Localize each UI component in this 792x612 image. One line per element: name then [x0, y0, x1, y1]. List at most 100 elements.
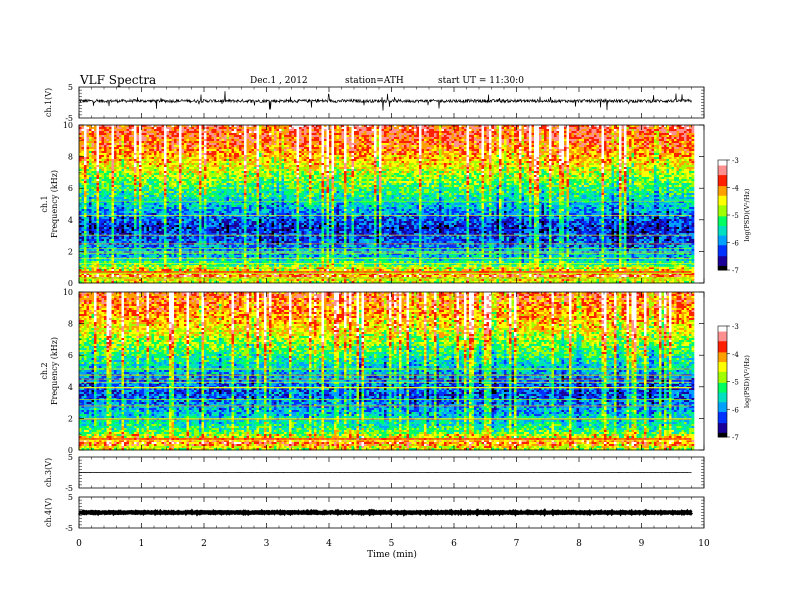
spectrogram-cell	[164, 185, 167, 187]
spectrogram-cell	[112, 269, 115, 271]
spectrogram-cell	[139, 183, 142, 185]
spectrogram-cell	[162, 151, 165, 153]
spectrogram-cell	[134, 167, 137, 169]
spectrogram-cell	[97, 187, 100, 189]
spectrogram-cell	[119, 219, 122, 221]
spectrogram-cell	[112, 137, 115, 139]
spectrogram-cell	[134, 193, 137, 195]
spectrogram-cell	[169, 185, 172, 187]
spectrogram-cell	[174, 275, 177, 277]
spectrogram-cell	[99, 279, 102, 281]
spectrogram-cell	[164, 175, 167, 177]
spectrogram-cell	[104, 141, 107, 143]
spectrogram-cell	[154, 259, 157, 261]
spectrogram-cell	[162, 127, 165, 129]
spectrogram-cell	[107, 137, 110, 139]
spectrogram-cell	[144, 131, 147, 133]
spectrogram-cell	[157, 175, 160, 177]
spectrogram-cell	[87, 161, 90, 163]
spectrogram-cell	[159, 193, 162, 195]
spectrogram-cell	[129, 157, 132, 159]
spectrogram-cell	[137, 207, 140, 209]
spectrogram-cell	[144, 165, 147, 167]
spectrogram-cell	[142, 143, 145, 145]
spectrogram-cell	[112, 159, 115, 161]
spectrogram-cell	[99, 193, 102, 195]
spectrogram-cell	[114, 221, 117, 223]
spectrogram-cell	[124, 223, 127, 225]
spectrogram-cell	[92, 133, 95, 135]
spectrogram-cell	[97, 203, 100, 205]
spectrogram-cell	[144, 135, 147, 137]
spectrogram-cell	[164, 133, 167, 135]
spectrogram-cell	[139, 167, 142, 169]
spectrogram-cell	[124, 133, 127, 135]
spectrogram-cell	[169, 161, 172, 163]
spectrogram-cell	[167, 165, 170, 167]
spectrogram-cell	[92, 225, 95, 227]
spectrogram-cell	[89, 169, 92, 171]
spectrogram-cell	[152, 203, 155, 205]
spectrogram-cell	[177, 145, 180, 147]
spectrogram-cell	[114, 249, 117, 251]
spectrogram-cell	[107, 231, 110, 233]
spectrogram-cell	[124, 147, 127, 149]
spectrogram-cell	[82, 275, 85, 277]
spectrogram-cell	[174, 127, 177, 129]
spectrogram-cell	[134, 143, 137, 145]
spectrogram-cell	[144, 139, 147, 141]
spectrogram-cell	[159, 141, 162, 143]
spectrogram-cell	[112, 153, 115, 155]
spectrogram-cell	[79, 175, 82, 177]
spectrogram-cell	[147, 279, 150, 281]
spectrogram-cell	[167, 269, 170, 271]
spectrogram-cell	[172, 207, 175, 209]
spectrogram-cell	[87, 129, 90, 131]
spectrogram-cell	[117, 221, 120, 223]
spectrogram-cell	[172, 259, 175, 261]
spectrogram-cell	[137, 167, 140, 169]
spectrogram-cell	[154, 181, 157, 183]
spectrogram-cell	[82, 161, 85, 163]
spectrogram-cell	[164, 143, 167, 145]
spectrogram-cell	[172, 219, 175, 221]
spectrogram-cell	[127, 183, 130, 185]
spectrogram-cell	[147, 237, 150, 239]
spectrogram-cell	[172, 153, 175, 155]
spectrogram-cell	[149, 217, 152, 219]
spectrogram-cell	[172, 245, 175, 247]
spectrogram-cell	[167, 163, 170, 165]
spectrogram-cell	[144, 225, 147, 227]
spectrogram-cell	[147, 165, 150, 167]
spectrogram-cell	[122, 141, 125, 143]
spectrogram-cell	[132, 279, 135, 281]
spectrogram-cell	[92, 177, 95, 179]
spectrogram-cell	[109, 137, 112, 139]
spectrogram-cell	[134, 261, 137, 263]
spectrogram-cell	[157, 279, 160, 281]
spectrogram-cell	[147, 227, 150, 229]
spectrogram-cell	[124, 259, 127, 261]
spectrogram-cell	[159, 275, 162, 277]
spectrogram-cell	[162, 245, 165, 247]
spectrogram-cell	[89, 261, 92, 263]
spectrogram-cell	[169, 249, 172, 251]
spectrogram-cell	[82, 145, 85, 147]
spectrogram-cell	[142, 231, 145, 233]
spectrogram-cell	[104, 241, 107, 243]
spectrogram-cell	[172, 275, 175, 277]
spectrogram-cell	[107, 245, 110, 247]
spectrogram-cell	[112, 255, 115, 257]
spectrogram-cell	[174, 211, 177, 213]
spectrogram-cell	[162, 219, 165, 221]
spectrogram-cell	[117, 153, 120, 155]
spectrogram-cell	[102, 249, 105, 251]
spectrogram-cell	[127, 191, 130, 193]
spectrogram-cell	[167, 181, 170, 183]
spectrogram-cell	[177, 269, 180, 271]
spectrogram-cell	[99, 209, 102, 211]
spectrogram-cell	[94, 279, 97, 281]
spectrogram-cell	[102, 219, 105, 221]
spectrogram-cell	[122, 189, 125, 191]
spectrogram-cell	[177, 133, 180, 135]
